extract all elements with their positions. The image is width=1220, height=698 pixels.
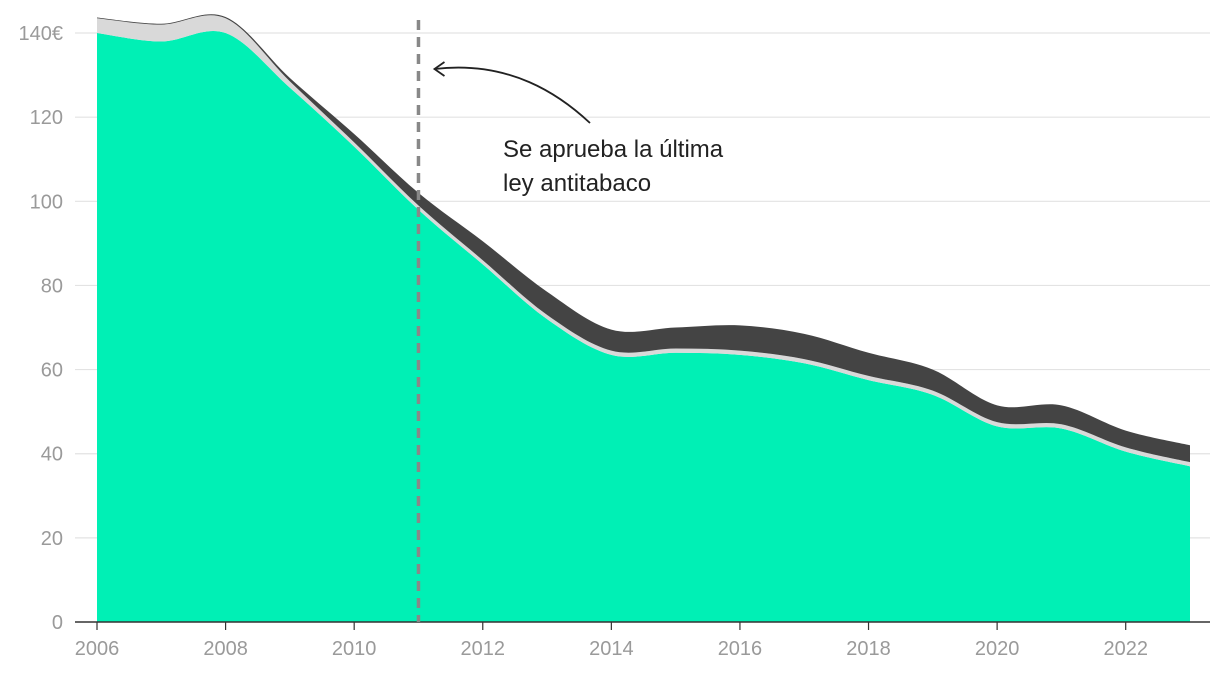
x-tick-label: 2020 [975, 638, 1020, 660]
x-tick-label: 2022 [1103, 638, 1148, 660]
area-series-1 [97, 30, 1190, 622]
x-tick-label: 2008 [203, 638, 248, 660]
annotation-arrow [434, 66, 591, 124]
x-tick-label: 2016 [718, 638, 763, 660]
annotation-text-line-1: Se aprueba la última [503, 136, 724, 163]
annotation-text-line-2: ley antitabaco [503, 170, 651, 197]
y-tick-label: 60 [41, 360, 63, 382]
x-tick-label: 2012 [461, 638, 506, 660]
annotation-group: Se aprueba la última ley antitabaco [432, 61, 724, 197]
y-tick-label: 140€ [19, 23, 64, 45]
y-tick-label: 100 [30, 191, 63, 213]
y-tick-label: 20 [41, 528, 63, 550]
x-tick-label: 2010 [332, 638, 377, 660]
x-tick-label: 2014 [589, 638, 634, 660]
x-tick-label: 2006 [75, 638, 120, 660]
y-tick-label: 40 [41, 444, 63, 466]
y-tick-label: 0 [52, 612, 63, 634]
y-tick-label: 120 [30, 107, 63, 129]
annotation-arrowhead-icon [432, 61, 445, 77]
area-series-3 [97, 14, 1190, 463]
y-tick-label: 80 [41, 275, 63, 297]
x-tick-label: 2018 [846, 638, 891, 660]
area-series-group [97, 14, 1190, 622]
axes: 0 20 40 60 80 100 120 140€ 2006 2008 2010 2012 2014 2… [19, 23, 1210, 660]
